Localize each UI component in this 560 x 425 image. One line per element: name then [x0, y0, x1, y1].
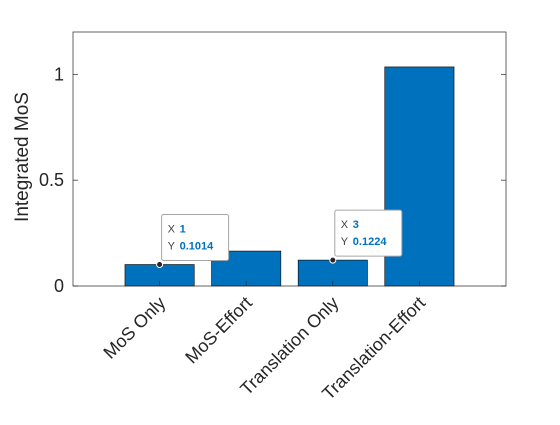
datatip-y-value: 0.1224 — [353, 236, 388, 248]
datatip: X 3Y 0.1224 — [329, 209, 403, 264]
datatip-x-label: X — [341, 219, 349, 231]
datatip-x-value: 3 — [353, 219, 359, 231]
datatip-box — [161, 214, 230, 262]
bars-layer — [124, 66, 455, 287]
datatip-y-value: 0.1014 — [180, 241, 215, 253]
datatip-marker — [329, 256, 337, 264]
y-tick-label: 0 — [54, 276, 64, 296]
datatip-marker — [156, 261, 164, 269]
datatip-y-label: Y — [168, 241, 176, 253]
datatip: X 1Y 0.1014 — [156, 214, 230, 269]
datatip-y-label: Y — [341, 236, 349, 248]
y-tick-label: 0.5 — [39, 170, 64, 190]
axes-box — [72, 31, 507, 287]
datatip-box — [334, 209, 403, 257]
datatip-x-value: 1 — [180, 224, 186, 236]
datatip-x-label: X — [168, 224, 176, 236]
y-axis-label: Integrated MoS — [12, 92, 33, 222]
y-tick-label: 1 — [54, 64, 64, 84]
